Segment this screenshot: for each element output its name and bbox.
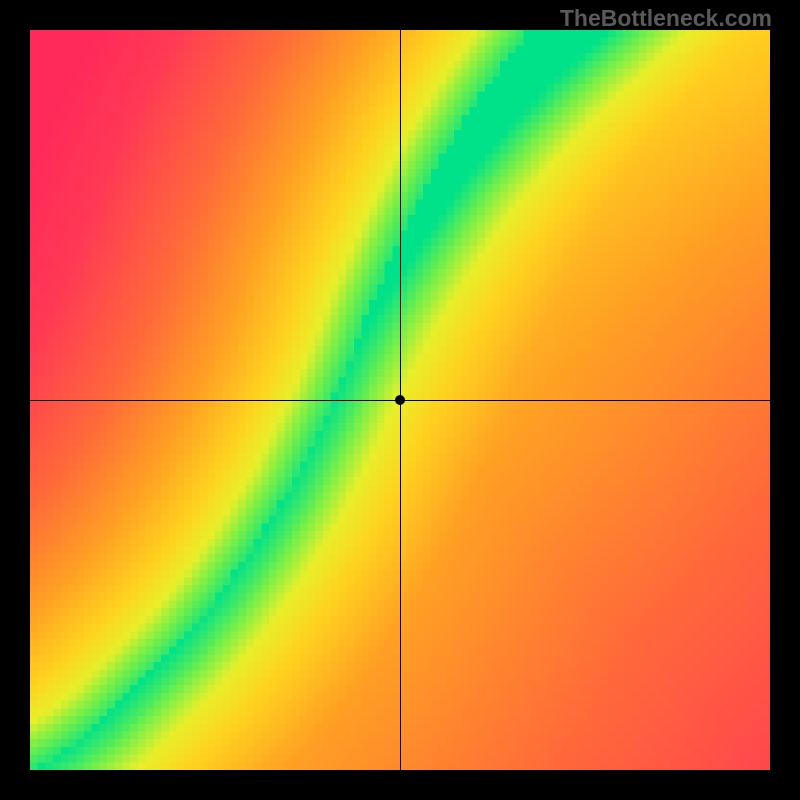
crosshair-marker (395, 395, 405, 405)
watermark-text: TheBottleneck.com (560, 5, 772, 32)
heatmap-plot (30, 30, 770, 770)
